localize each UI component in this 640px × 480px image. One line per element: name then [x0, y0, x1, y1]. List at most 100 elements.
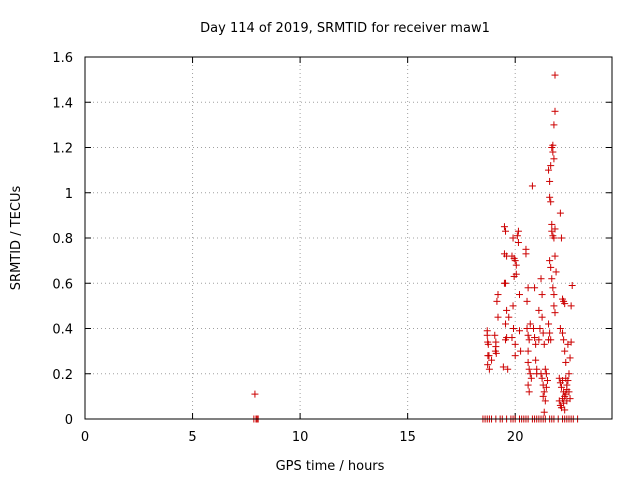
data-point [523, 325, 531, 332]
data-point [513, 232, 521, 240]
data-point [540, 388, 548, 396]
data-point [561, 406, 569, 414]
data-point [548, 275, 556, 283]
data-point [545, 320, 553, 328]
data-point [512, 270, 520, 278]
data-point [546, 329, 554, 337]
data-point [550, 234, 558, 242]
data-point [523, 297, 531, 305]
data-point [564, 377, 572, 385]
data-point [536, 325, 544, 332]
data-point [508, 334, 516, 342]
data-point [552, 268, 560, 276]
data-point [550, 121, 558, 129]
data-point [499, 363, 507, 371]
data-point [491, 331, 499, 339]
data-point [546, 177, 554, 185]
data-point [488, 356, 496, 364]
data-point [514, 239, 522, 247]
data-point [541, 365, 549, 373]
data-point [509, 325, 517, 332]
data-point [538, 291, 546, 299]
x-axis-label: GPS time / hours [276, 459, 385, 474]
data-point [535, 306, 543, 314]
data-point [559, 329, 567, 337]
data-point [483, 331, 491, 339]
y-tick-label: 0.6 [52, 277, 73, 292]
data-point [494, 313, 502, 321]
data-point [514, 227, 522, 235]
data-point [538, 374, 546, 382]
data-point [502, 227, 510, 235]
data-point [484, 361, 492, 369]
data-point [485, 352, 493, 360]
data-point [538, 313, 546, 321]
data-point [537, 275, 545, 283]
data-point [563, 397, 571, 405]
data-point [535, 336, 543, 344]
data-point [526, 320, 534, 328]
data-point [562, 358, 570, 366]
data-point [567, 338, 575, 346]
data-point [516, 327, 524, 335]
data-point [551, 107, 559, 115]
y-tick-label: 1.6 [52, 51, 73, 66]
data-point [549, 141, 557, 149]
data-point [502, 320, 510, 328]
data-point [566, 354, 574, 362]
data-point [547, 162, 555, 170]
data-point [509, 302, 517, 310]
data-point [546, 193, 554, 201]
y-tick-label: 0 [65, 413, 73, 428]
data-point [504, 365, 512, 373]
data-point [532, 356, 540, 364]
x-tick-label: 15 [399, 430, 416, 445]
data-point [559, 395, 567, 403]
data-point [551, 71, 559, 79]
data-point [551, 252, 559, 260]
data-point [547, 198, 555, 206]
data-point [524, 284, 532, 292]
data-point [549, 284, 557, 292]
y-tick-label: 0.4 [52, 323, 73, 338]
data-point [491, 347, 499, 355]
data-point [509, 234, 517, 242]
data-point [527, 374, 535, 382]
data-point [540, 408, 548, 416]
data-point [511, 352, 519, 360]
data-point [493, 297, 501, 305]
data-point [525, 336, 533, 344]
data-point [557, 234, 565, 242]
data-point [561, 300, 569, 308]
data-point [556, 209, 564, 217]
data-point [550, 302, 558, 310]
data-point [543, 377, 551, 385]
y-tick-label: 1.2 [52, 142, 73, 157]
data-point [539, 329, 547, 337]
data-point [524, 331, 532, 339]
data-point [516, 291, 524, 299]
x-tick-label: 0 [81, 430, 89, 445]
data-point [561, 347, 569, 355]
data-point [542, 383, 550, 391]
data-point [550, 155, 558, 163]
data-point [505, 313, 513, 321]
data-point [502, 279, 510, 287]
data-point [531, 334, 539, 342]
data-point [526, 370, 534, 378]
y-tick-label: 0.8 [52, 232, 73, 247]
y-tick-label: 0.2 [52, 368, 73, 383]
data-point [531, 284, 539, 292]
data-point [541, 397, 549, 405]
data-point [546, 257, 554, 265]
data-point [551, 225, 559, 233]
axis-ticks: 0 5 10 15 20 0 0.2 0.4 0.6 0.8 1 1.2 1.4 1.6 [52, 51, 612, 445]
data-point [568, 282, 576, 290]
x-tick-label: 10 [292, 430, 309, 445]
x-tick-label: 20 [507, 430, 524, 445]
data-point [503, 306, 511, 314]
data-point [517, 347, 525, 355]
data-point [251, 390, 259, 398]
